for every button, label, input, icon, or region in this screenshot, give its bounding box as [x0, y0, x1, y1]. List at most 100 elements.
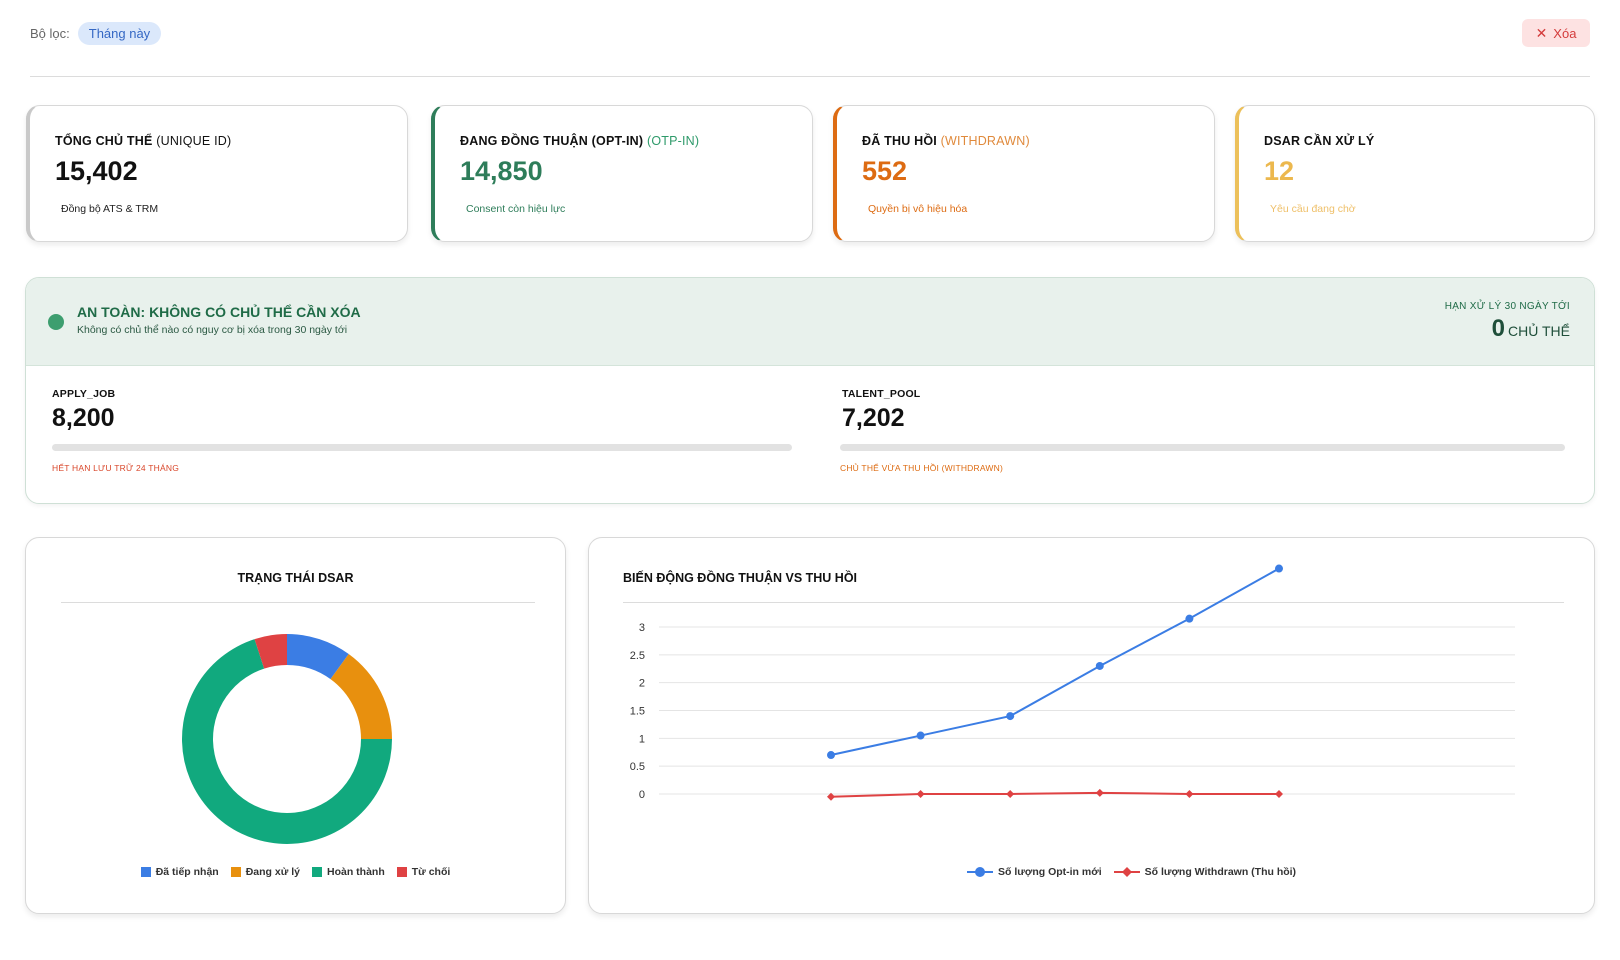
data-point[interactable] [827, 792, 835, 801]
y-tick-label: 2.5 [630, 650, 645, 662]
legend-item[interactable]: Đã tiếp nhận [140, 866, 219, 878]
kpi-value: 12 [1264, 156, 1295, 186]
dsar-donut-chart [182, 634, 392, 844]
kpi-card-opt-in: ĐANG ĐỒNG THUẬN (OPT-IN) (OTP-IN) 14,850… [431, 105, 813, 242]
donut-slice[interactable] [330, 654, 392, 739]
kpi-card-dsar-pending: DSAR CẦN XỬ LÝ 12 Yêu cầu đang chờ [1235, 105, 1595, 242]
data-point[interactable] [1095, 788, 1104, 797]
deadline-unit: CHỦ THỂ [1508, 323, 1570, 339]
clear-filter-button[interactable]: ✕ Xóa [1522, 19, 1590, 47]
y-tick-label: 2 [639, 678, 645, 690]
trend-legend: Số lượng Opt-in mới Số lượng Withdrawn (T… [967, 866, 1296, 878]
kpi-title-sub: (OTP-IN) [646, 134, 700, 148]
legend-swatch [967, 867, 993, 877]
kpi-title-sub: (UNIQUE ID) [156, 134, 232, 148]
filter-chip-this-month[interactable]: Tháng này [77, 22, 162, 45]
segment-talent-pool: TALENT_POOL 7,202 CHỦ THỂ VỪA THU HỒI (W… [840, 388, 1565, 473]
segment-note: CHỦ THỂ VỪA THU HỒI (WITHDRAWN) [840, 463, 1003, 473]
segment-note: HẾT HẠN LƯU TRỮ 24 THÁNG [52, 463, 180, 473]
series-line [830, 791, 1279, 798]
kpi-title-sub: (WITHDRAWN) [940, 134, 1030, 148]
legend-item[interactable]: Số lượng Withdrawn (Thu hồi) [1113, 866, 1297, 878]
legend-item[interactable]: Số lượng Opt-in mới [967, 866, 1102, 878]
kpi-value: 552 [862, 156, 908, 186]
kpi-title: TỔNG CHỦ THỂ (UNIQUE ID) [55, 134, 379, 148]
legend-label: Hoàn thành [327, 866, 385, 878]
legend-item[interactable]: Từ chối [396, 866, 451, 878]
kpi-title: ĐANG ĐỒNG THUẬN (OPT-IN) (OTP-IN) [460, 134, 784, 148]
segment-progress-bar [52, 444, 792, 451]
data-point[interactable] [1185, 790, 1194, 798]
kpi-value: 15,402 [55, 156, 138, 186]
status-dot-icon [48, 314, 64, 330]
kpi-title-main: TỔNG CHỦ THỂ [55, 134, 153, 148]
y-tick-label: 1.5 [630, 706, 645, 718]
legend-label: Đang xử lý [245, 866, 301, 878]
consent-trend-line-chart: 0 0.5 1 1.5 2 2.5 3 [630, 564, 1515, 801]
donut-slice[interactable] [254, 634, 287, 669]
dsar-status-panel: TRẠNG THÁI DSAR Đã tiếp nhận Đang xử lý Ho… [25, 537, 566, 914]
safety-title: AN TOÀN: KHÔNG CÓ CHỦ THỂ CẦN XÓA [77, 304, 361, 320]
segment-value: 8,200 [52, 404, 115, 432]
kpi-title-main: DSAR CẦN XỬ LÝ [1264, 134, 1375, 148]
kpi-note: Consent còn hiệu lực [466, 203, 566, 215]
donut-slice[interactable] [287, 634, 349, 680]
consent-trend-panel: BIẾN ĐỘNG ĐỒNG THUẬN VS THU HỒI 0 0.5 1 1.5… [588, 537, 1595, 914]
data-point[interactable] [1275, 564, 1283, 573]
kpi-note: Quyền bị vô hiệu hóa [868, 203, 968, 215]
filter-bar: Bộ lọc: Tháng này [30, 22, 162, 45]
y-tick-label: 1 [639, 733, 645, 745]
legend-item[interactable]: Hoàn thành [312, 866, 385, 878]
kpi-note: Yêu cầu đang chờ [1270, 203, 1356, 215]
legend-label: Số lượng Withdrawn (Thu hồi) [1144, 866, 1297, 878]
dsar-legend: Đã tiếp nhận Đang xử lý Hoàn thành Từ chối [26, 866, 565, 878]
data-point[interactable] [916, 790, 925, 798]
segment-label: APPLY_JOB [52, 388, 116, 400]
data-point[interactable] [827, 751, 835, 760]
kpi-title: DSAR CẦN XỬ LÝ [1264, 134, 1566, 148]
kpi-note: Đồng bộ ATS & TRM [61, 203, 159, 215]
legend-swatch [1113, 867, 1140, 877]
legend-label: Đã tiếp nhận [155, 866, 219, 878]
legend-swatch [396, 867, 407, 877]
divider [30, 76, 1590, 77]
series-line [830, 567, 1280, 757]
deadline-label: HẠN XỬ LÝ 30 NGÀY TỚI [1444, 301, 1570, 312]
safety-status-panel: AN TOÀN: KHÔNG CÓ CHỦ THỂ CẦN XÓA Không … [25, 277, 1595, 504]
panel-title: TRẠNG THÁI DSAR [237, 571, 354, 585]
safety-header: AN TOÀN: KHÔNG CÓ CHỦ THỂ CẦN XÓA Không … [26, 278, 1594, 366]
filter-label: Bộ lọc: [30, 26, 70, 41]
y-tick-label: 0 [639, 789, 645, 801]
legend-swatch [312, 867, 323, 877]
segment-value: 7,202 [842, 404, 905, 432]
legend-item[interactable]: Đang xử lý [230, 866, 301, 878]
deadline-count: 0 [1491, 315, 1506, 342]
legend-label: Số lượng Opt-in mới [998, 866, 1102, 878]
deadline-value: 0 CHỦ THỂ [1492, 315, 1570, 343]
divider [61, 602, 535, 603]
kpi-title: ĐÃ THU HỒI (WITHDRAWN) [862, 134, 1186, 148]
data-point[interactable] [916, 731, 925, 740]
divider [623, 602, 1564, 603]
legend-label: Từ chối [411, 866, 451, 878]
clear-filter-label: Xóa [1553, 25, 1577, 41]
y-tick-label: 3 [639, 622, 645, 634]
kpi-card-withdrawn: ĐÃ THU HỒI (WITHDRAWN) 552 Quyền bị vô h… [833, 105, 1215, 242]
kpi-title-main: ĐÃ THU HỒI [862, 134, 937, 148]
data-point[interactable] [1185, 614, 1194, 623]
data-point[interactable] [1006, 712, 1015, 721]
data-point[interactable] [1275, 790, 1283, 798]
y-tick-label: 0.5 [630, 761, 645, 773]
panel-title: BIẾN ĐỘNG ĐỒNG THUẬN VS THU HỒI [623, 571, 858, 585]
legend-swatch [140, 867, 151, 877]
legend-swatch [230, 867, 241, 877]
segment-apply-job: APPLY_JOB 8,200 HẾT HẠN LƯU TRỮ 24 THÁNG [52, 388, 792, 473]
donut-slice[interactable] [182, 639, 392, 844]
data-point[interactable] [1006, 790, 1015, 798]
segment-label: TALENT_POOL [842, 388, 921, 400]
close-icon: ✕ [1535, 24, 1548, 41]
kpi-value: 14,850 [460, 156, 543, 186]
data-point[interactable] [1095, 661, 1104, 670]
safety-subtitle: Không có chủ thể nào có nguy cơ bị xóa t… [77, 324, 348, 336]
segment-progress-bar [840, 444, 1565, 451]
